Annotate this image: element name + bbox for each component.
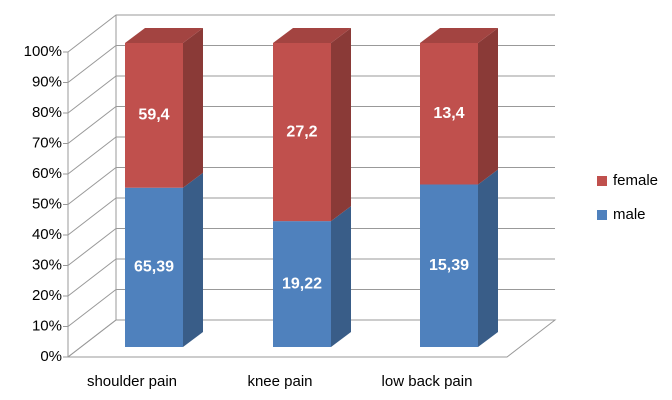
data-label: 65,39 — [134, 259, 174, 276]
bar-top — [420, 28, 498, 43]
legend-swatch — [597, 176, 607, 186]
y-tick-label: 40% — [32, 226, 62, 243]
bar-segment — [420, 184, 478, 347]
y-tick-label: 60% — [32, 165, 62, 182]
y-tick-label: 90% — [32, 73, 62, 90]
y-tick-label: 30% — [32, 256, 62, 273]
bar-segment — [273, 43, 331, 222]
bar-side — [331, 28, 351, 222]
bar-top — [273, 28, 351, 43]
bar-side — [183, 28, 203, 188]
data-label: 19,22 — [282, 275, 322, 292]
bar-side — [331, 206, 351, 347]
y-tick-label: 0% — [40, 348, 62, 365]
bar-side — [478, 169, 498, 347]
bar-segment — [125, 43, 183, 188]
y-tick-label: 50% — [32, 195, 62, 212]
data-label: 27,2 — [286, 123, 317, 140]
y-tick-label: 20% — [32, 287, 62, 304]
legend-label: female — [613, 172, 658, 189]
legend-label: male — [613, 206, 646, 223]
bar-top — [125, 28, 203, 43]
bar-segment — [125, 187, 183, 347]
data-label: 59,4 — [138, 107, 169, 124]
legend-swatch — [597, 210, 607, 220]
bar-side — [478, 28, 498, 185]
bar-segment — [420, 43, 478, 185]
data-label: 15,39 — [429, 257, 469, 274]
x-tick-label: shoulder pain — [87, 373, 177, 390]
y-tick-label: 100% — [24, 43, 62, 60]
data-label: 13,4 — [433, 105, 464, 122]
bar-segment — [273, 221, 331, 347]
x-tick-label: knee pain — [247, 373, 312, 390]
x-tick-label: low back pain — [382, 373, 473, 390]
y-tick-label: 10% — [32, 317, 62, 334]
y-tick-label: 80% — [32, 104, 62, 121]
bar-side — [183, 172, 203, 347]
y-tick-label: 70% — [32, 134, 62, 151]
